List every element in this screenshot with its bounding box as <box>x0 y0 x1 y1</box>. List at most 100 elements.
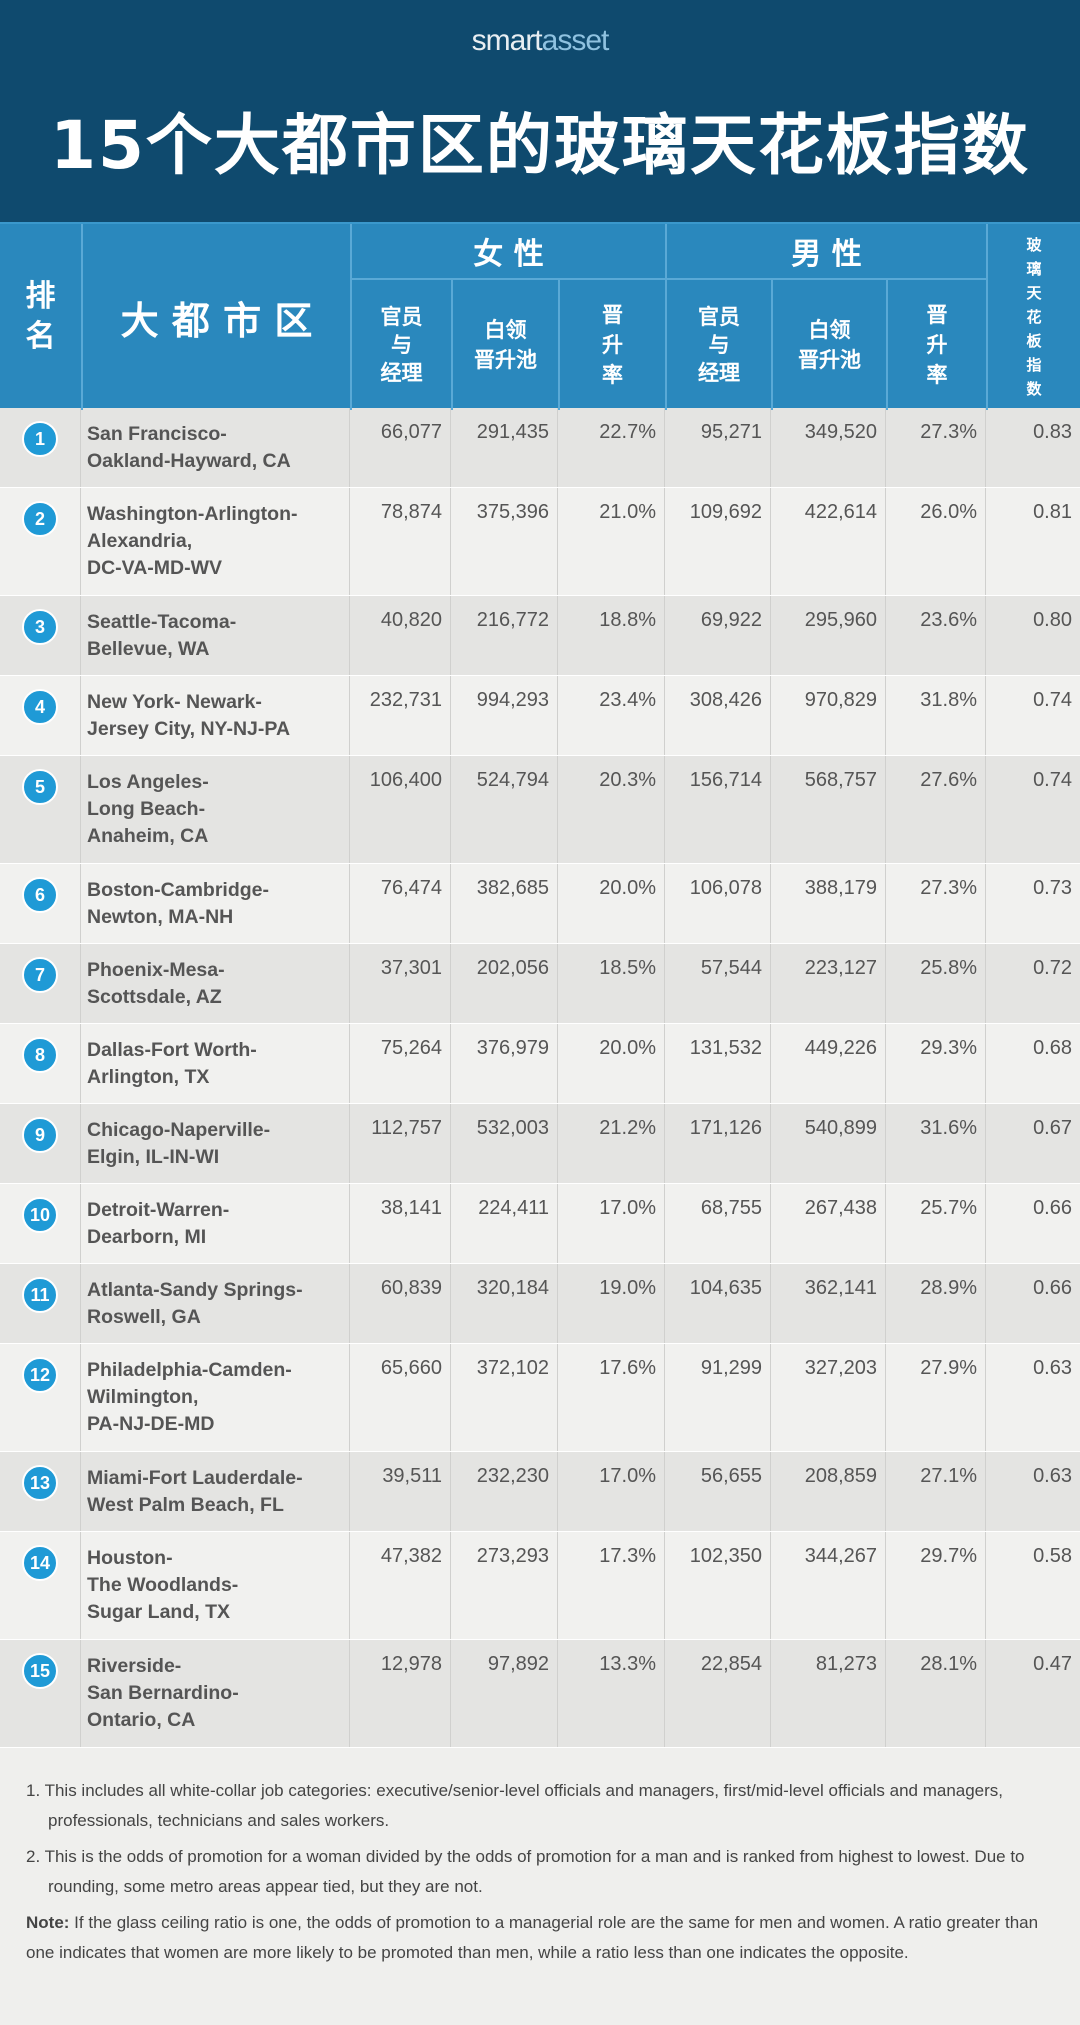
table-header: 排 名 大 都 市 区 女 性 男 性 官员 与 经理 白领 晋升池 晋 升 率… <box>0 222 1080 410</box>
cell-m-mgr: 308,426 <box>665 676 771 755</box>
cell-f-pool: 216,772 <box>451 596 558 675</box>
rank-badge: 14 <box>22 1545 58 1581</box>
cell-m-pool: 449,226 <box>771 1024 886 1103</box>
metro-name: Dallas-Fort Worth- Arlington, TX <box>81 1024 350 1103</box>
rank-cell: 3 <box>0 596 81 675</box>
rank-cell: 4 <box>0 676 81 755</box>
rank-badge: 1 <box>22 421 58 457</box>
header-men-pool: 白领 晋升池 <box>771 280 886 410</box>
cell-m-mgr: 95,271 <box>665 408 771 487</box>
cell-m-pool: 327,203 <box>771 1344 886 1451</box>
table-row: 10 Detroit-Warren- Dearborn, MI 38,141 224,… <box>0 1184 1080 1264</box>
metro-name: Chicago-Naperville- Elgin, IL-IN-WI <box>81 1104 350 1183</box>
cell-index: 0.63 <box>1033 1357 1072 1379</box>
table-row: 7 Phoenix-Mesa- Scottsdale, AZ 37,301 202,0… <box>0 944 1080 1024</box>
logo-text: smart <box>471 24 543 57</box>
footnote-2: 2. This is the odds of promotion for a w… <box>26 1847 1025 1896</box>
cell-index: 0.58 <box>1033 1545 1072 1567</box>
rank-cell: 6 <box>0 864 81 943</box>
cell-f-pool: 232,230 <box>451 1452 558 1531</box>
cell-f-rate: 20.0% <box>558 864 665 943</box>
note-text: If the glass ceiling ratio is one, the o… <box>26 1913 1039 1962</box>
cell-m-rate: 23.6% <box>886 596 986 675</box>
metro-name: Boston-Cambridge- Newton, MA-NH <box>81 864 350 943</box>
cell-f-rate: 18.8% <box>558 596 665 675</box>
cell-m-mgr: 106,078 <box>665 864 771 943</box>
cell-m-rate: 27.3% <box>886 408 986 487</box>
rank-badge: 11 <box>22 1277 58 1313</box>
rank-badge: 12 <box>22 1357 58 1393</box>
rank-badge: 15 <box>22 1653 58 1689</box>
cell-m-rate: 28.9% <box>886 1264 986 1343</box>
rank-cell: 13 <box>0 1452 81 1531</box>
cell-f-mgr: 232,731 <box>350 676 451 755</box>
rank-badge: 13 <box>22 1465 58 1501</box>
cell-m-pool: 295,960 <box>771 596 886 675</box>
cell-f-rate: 23.4% <box>558 676 665 755</box>
cell-f-rate: 17.0% <box>558 1452 665 1531</box>
cell-index: 0.73 <box>1033 877 1072 899</box>
table-row: 12 Philadelphia-Camden- Wilmington, PA-NJ… <box>0 1344 1080 1452</box>
cell-f-rate: 21.0% <box>558 488 665 595</box>
cell-m-pool: 422,614 <box>771 488 886 595</box>
cell-f-mgr: 76,474 <box>350 864 451 943</box>
banner: smartasset 15个大都市区的玻璃天花板指数 <box>0 0 1080 222</box>
cell-f-pool: 994,293 <box>451 676 558 755</box>
table-row: 4 New York- Newark- Jersey City, NY-NJ-PA… <box>0 676 1080 756</box>
cell-m-mgr: 57,544 <box>665 944 771 1023</box>
cell-index: 0.66 <box>1033 1277 1072 1299</box>
cell-m-mgr: 69,922 <box>665 596 771 675</box>
cell-m-pool: 362,141 <box>771 1264 886 1343</box>
cell-m-rate: 25.8% <box>886 944 986 1023</box>
cell-index: 0.63 <box>1033 1465 1072 1487</box>
cell-f-rate: 17.0% <box>558 1184 665 1263</box>
table-row: 11 Atlanta-Sandy Springs- Roswell, GA 60,8… <box>0 1264 1080 1344</box>
metro-name: Houston- The Woodlands- Sugar Land, TX <box>81 1532 350 1639</box>
cell-index: 0.80 <box>1033 609 1072 631</box>
cell-m-mgr: 56,655 <box>665 1452 771 1531</box>
cell-index: 0.81 <box>1033 501 1072 523</box>
cell-m-rate: 27.1% <box>886 1452 986 1531</box>
table-row: 14 Houston- The Woodlands- Sugar Land, TX… <box>0 1532 1080 1640</box>
cell-index: 0.74 <box>1033 769 1072 791</box>
rank-badge: 8 <box>22 1037 58 1073</box>
cell-f-mgr: 66,077 <box>350 408 451 487</box>
rank-badge: 6 <box>22 877 58 913</box>
header-men-rate: 晋 升 率 <box>886 280 986 410</box>
rank-badge: 4 <box>22 689 58 725</box>
cell-index: 0.83 <box>1033 421 1072 443</box>
metro-name: Atlanta-Sandy Springs- Roswell, GA <box>81 1264 350 1343</box>
metro-name: San Francisco- Oakland-Hayward, CA <box>81 408 350 487</box>
rank-cell: 12 <box>0 1344 81 1451</box>
header-men-managers: 官员 与 经理 <box>665 280 771 410</box>
metro-name: Phoenix-Mesa- Scottsdale, AZ <box>81 944 350 1023</box>
cell-m-rate: 25.7% <box>886 1184 986 1263</box>
cell-f-mgr: 60,839 <box>350 1264 451 1343</box>
cell-f-mgr: 40,820 <box>350 596 451 675</box>
metro-name: Riverside- San Bernardino- Ontario, CA <box>81 1640 350 1747</box>
cell-f-rate: 20.3% <box>558 756 665 863</box>
table-row: 3 Seattle-Tacoma- Bellevue, WA 40,820 216,7… <box>0 596 1080 676</box>
cell-f-pool: 97,892 <box>451 1640 558 1747</box>
cell-f-rate: 19.0% <box>558 1264 665 1343</box>
table-body: 1 San Francisco- Oakland-Hayward, CA 66,07… <box>0 408 1080 1748</box>
rank-cell: 14 <box>0 1532 81 1639</box>
metro-name: Washington-Arlington- Alexandria, DC-VA-… <box>81 488 350 595</box>
rank-badge: 2 <box>22 501 58 537</box>
rank-cell: 1 <box>0 408 81 487</box>
cell-f-pool: 375,396 <box>451 488 558 595</box>
cell-f-rate: 18.5% <box>558 944 665 1023</box>
cell-index: 0.68 <box>1033 1037 1072 1059</box>
rank-badge: 3 <box>22 609 58 645</box>
cell-m-mgr: 22,854 <box>665 1640 771 1747</box>
header-glass-ceiling-index: 玻 璃 天 花 板 指 数 <box>986 224 1080 410</box>
smartasset-logo: smartasset <box>0 24 1080 58</box>
cell-f-rate: 13.3% <box>558 1640 665 1747</box>
cell-m-mgr: 171,126 <box>665 1104 771 1183</box>
rank-badge: 9 <box>22 1117 58 1153</box>
cell-f-rate: 17.3% <box>558 1532 665 1639</box>
table-row: 1 San Francisco- Oakland-Hayward, CA 66,07… <box>0 408 1080 488</box>
table-row: 2 Washington-Arlington- Alexandria, DC-VA… <box>0 488 1080 596</box>
cell-f-mgr: 12,978 <box>350 1640 451 1747</box>
cell-m-pool: 349,520 <box>771 408 886 487</box>
